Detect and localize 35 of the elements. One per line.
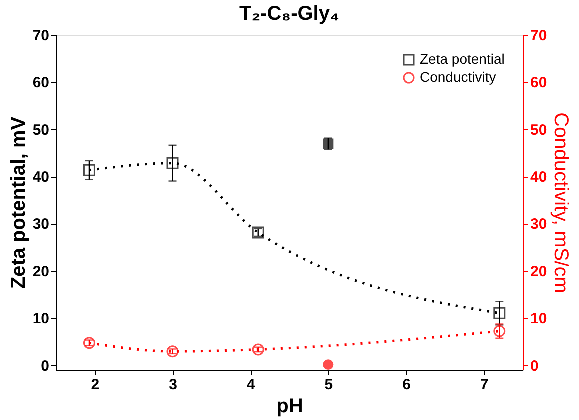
point <box>83 337 96 350</box>
y2-tick-label: 50 <box>530 122 548 139</box>
y-tick-label: 50 <box>32 122 50 139</box>
x-tick-label: 7 <box>480 376 489 394</box>
y2-tick-label: 20 <box>530 263 548 280</box>
point <box>252 344 264 356</box>
y-tick-label: 70 <box>32 28 50 44</box>
y2-tick-label: 10 <box>530 310 548 328</box>
chart-title: T₂-C₈-Gly₄ <box>240 3 340 25</box>
y2-tick-label: 70 <box>530 28 548 44</box>
x-tick-label: 5 <box>324 376 334 394</box>
y-tick-label: 10 <box>32 310 50 328</box>
y2-tick-label: 0 <box>530 358 539 375</box>
point <box>83 164 96 176</box>
x-tick-label: 2 <box>91 376 100 394</box>
legend-label: Zeta potential <box>420 51 505 67</box>
y2-axis-title: Conductivity, mS/cm <box>550 112 572 294</box>
y2-tick-label: 60 <box>530 74 548 92</box>
x-axis-title: pH <box>276 396 304 418</box>
y-tick-label: 60 <box>32 74 50 92</box>
x-tick-label: 4 <box>246 376 256 394</box>
y2-tick-label: 30 <box>530 216 548 234</box>
y-tick-label: 20 <box>32 263 50 280</box>
point <box>166 346 179 358</box>
x-tick-label: 6 <box>402 376 411 394</box>
point <box>494 307 506 320</box>
point <box>323 360 334 370</box>
point <box>166 157 179 170</box>
y-tick-label: 0 <box>41 358 50 375</box>
legend-label: Conductivity <box>420 69 496 85</box>
y2-tick-label: 40 <box>530 169 548 186</box>
y-tick-label: 40 <box>32 169 50 186</box>
x-tick-label: 3 <box>169 376 178 394</box>
y-axis-title: Zeta potential, mV <box>8 116 30 290</box>
y-tick-label: 30 <box>32 216 50 234</box>
